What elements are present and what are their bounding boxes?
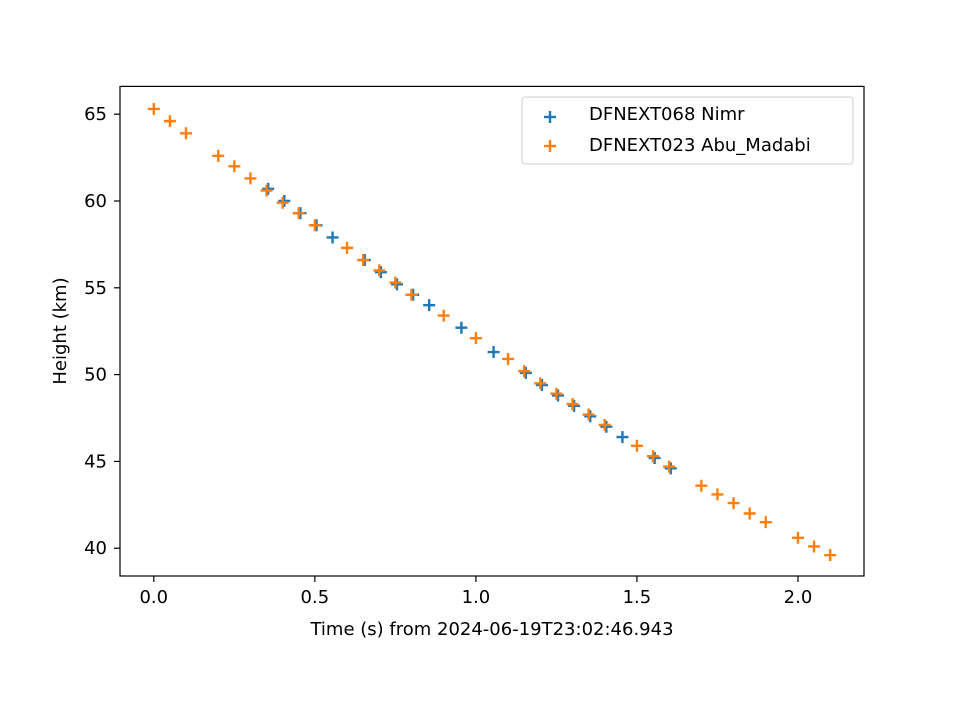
data-point xyxy=(598,418,611,431)
data-point xyxy=(437,309,450,322)
data-point xyxy=(180,127,193,140)
data-point xyxy=(582,408,595,421)
data-point xyxy=(423,299,436,312)
data-point xyxy=(487,346,500,359)
series-2 xyxy=(147,102,837,562)
data-point xyxy=(566,398,579,411)
data-point xyxy=(308,219,321,232)
data-point xyxy=(502,352,515,365)
legend-marker-series-1 xyxy=(544,111,556,123)
y-tick-label: 65 xyxy=(84,104,107,125)
data-point xyxy=(727,497,740,510)
data-point xyxy=(616,431,629,444)
data-point xyxy=(276,196,289,209)
legend-label-series-2: DFNEXT023 Abu_Madabi xyxy=(589,135,811,156)
data-point xyxy=(278,194,291,207)
x-axis-label: Time (s) from 2024-06-19T23:02:46.943 xyxy=(309,619,673,640)
y-tick-label: 50 xyxy=(84,365,107,386)
data-point xyxy=(518,365,531,378)
x-tick-label: 0.5 xyxy=(301,587,330,608)
axes-frame xyxy=(119,85,865,577)
data-point xyxy=(695,479,708,492)
x-tick-label: 2.0 xyxy=(784,587,813,608)
data-point xyxy=(326,231,339,244)
data-point xyxy=(469,332,482,345)
y-tick-label: 60 xyxy=(84,191,107,212)
data-point xyxy=(163,115,176,128)
data-point xyxy=(260,184,273,197)
x-tick-label: 1.0 xyxy=(462,587,491,608)
data-point xyxy=(389,276,402,289)
data-point xyxy=(341,241,354,254)
legend-box xyxy=(521,96,854,165)
x-tick-label: 1.5 xyxy=(623,587,652,608)
data-point xyxy=(390,278,403,291)
x-tick-label: 0.0 xyxy=(139,587,168,608)
data-point xyxy=(584,410,597,423)
data-point xyxy=(535,379,548,392)
data-point xyxy=(373,264,386,277)
data-point xyxy=(630,439,643,452)
data-point xyxy=(262,182,275,195)
data-point xyxy=(648,451,661,464)
data-point xyxy=(455,321,468,334)
data-point xyxy=(374,266,387,279)
data-point xyxy=(808,540,821,553)
data-point xyxy=(552,389,565,402)
data-point xyxy=(568,399,581,412)
x-axis: 0.0 0.5 1.0 1.5 2.0 xyxy=(139,576,812,608)
data-point xyxy=(147,102,160,115)
data-point xyxy=(550,387,563,400)
legend-marker-series-2 xyxy=(544,140,556,152)
data-point xyxy=(711,488,724,501)
data-point xyxy=(791,531,804,544)
data-point xyxy=(664,462,677,475)
data-point xyxy=(228,160,241,173)
data-point xyxy=(600,420,613,433)
data-point xyxy=(244,172,257,185)
legend: DFNEXT068 Nimr DFNEXT023 Abu_Madabi xyxy=(521,96,854,165)
data-point xyxy=(292,207,305,220)
data-point xyxy=(743,507,756,520)
plot-area xyxy=(147,102,837,562)
data-point xyxy=(405,288,418,301)
y-tick-label: 40 xyxy=(84,538,107,559)
data-point xyxy=(824,549,837,562)
data-point xyxy=(357,254,370,267)
data-point xyxy=(534,377,547,390)
y-tick-label: 45 xyxy=(84,451,107,472)
data-point xyxy=(212,149,225,162)
data-point xyxy=(759,516,772,529)
y-axis: 40 45 50 55 60 65 xyxy=(84,104,120,559)
data-point xyxy=(663,460,676,473)
data-point xyxy=(519,366,532,379)
data-point xyxy=(647,450,660,463)
y-axis-label: Height (km) xyxy=(50,277,71,384)
legend-label-series-1: DFNEXT068 Nimr xyxy=(589,104,745,125)
y-tick-label: 55 xyxy=(84,278,107,299)
